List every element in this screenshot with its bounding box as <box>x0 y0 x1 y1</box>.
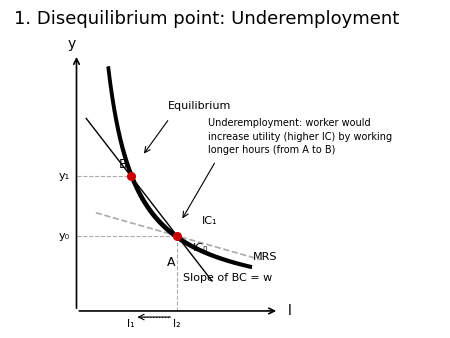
Text: l₂: l₂ <box>173 319 181 330</box>
Text: y₁: y₁ <box>58 171 70 181</box>
Text: Slope of BC = w: Slope of BC = w <box>183 273 272 284</box>
Text: IC₀: IC₀ <box>193 243 208 254</box>
Text: MRS: MRS <box>252 252 277 262</box>
Text: IC₁: IC₁ <box>202 216 218 226</box>
Text: A: A <box>167 256 176 269</box>
Text: B: B <box>119 158 127 171</box>
Text: Underemployment: worker would
increase utility (higher IC) by working
longer hou: Underemployment: worker would increase u… <box>208 118 392 155</box>
Text: l: l <box>288 304 292 318</box>
Text: 1. Disequilibrium point: Underemployment: 1. Disequilibrium point: Underemployment <box>14 10 399 28</box>
Text: y: y <box>68 37 76 51</box>
Text: y₀: y₀ <box>58 231 70 241</box>
Text: Equilibrium: Equilibrium <box>167 101 231 111</box>
Text: l₁: l₁ <box>127 319 135 330</box>
